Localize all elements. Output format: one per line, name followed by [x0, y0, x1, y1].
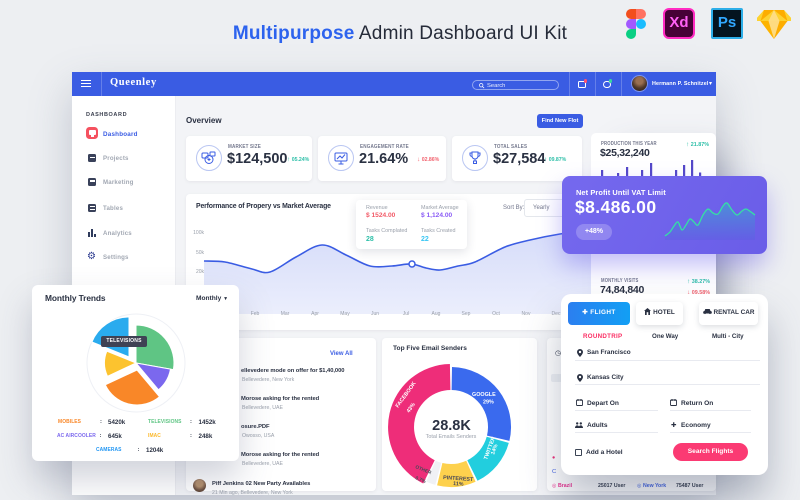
- svg-text:11%: 11%: [453, 481, 464, 488]
- svg-text:PINTEREST: PINTEREST: [443, 475, 474, 483]
- svg-text:29%: 29%: [483, 400, 494, 406]
- svg-text:GOOGLE: GOOGLE: [472, 392, 496, 398]
- svg-text:43%: 43%: [406, 402, 417, 414]
- svg-text:0.7%: 0.7%: [414, 475, 427, 485]
- svg-text:14%: 14%: [490, 443, 499, 455]
